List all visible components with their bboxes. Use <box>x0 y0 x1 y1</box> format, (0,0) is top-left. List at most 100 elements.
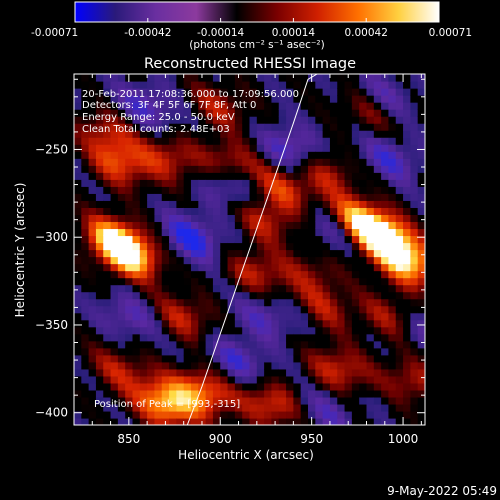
heatmap-cell <box>300 375 309 384</box>
heatmap-cell <box>286 102 294 110</box>
heatmap-cell <box>103 326 112 335</box>
heatmap-cell <box>139 158 148 166</box>
heatmap-cell <box>286 403 294 412</box>
heatmap-cell <box>234 270 243 279</box>
heatmap-cell <box>395 305 404 314</box>
heatmap-cell <box>205 137 214 145</box>
heatmap-cell <box>366 193 375 201</box>
heatmap-cell <box>344 319 353 328</box>
heatmap-cell <box>74 270 82 279</box>
heatmap-cell <box>308 375 316 384</box>
x-axis-label: Heliocentric X (arcsec) <box>178 448 314 462</box>
heatmap-cell <box>410 193 419 201</box>
heatmap-cell <box>351 403 360 412</box>
heatmap-cell <box>395 144 404 152</box>
heatmap-cell <box>81 417 90 425</box>
heatmap-cell <box>191 347 199 356</box>
heatmap-cell <box>351 221 360 230</box>
heatmap-cell <box>329 207 338 215</box>
heatmap-cell <box>403 375 411 384</box>
heatmap-cell <box>381 382 390 391</box>
heatmap-cell <box>125 116 134 124</box>
heatmap-cell <box>132 207 141 215</box>
heatmap-cell <box>381 326 390 335</box>
heatmap-cell <box>381 193 390 201</box>
heatmap-cell <box>344 354 353 363</box>
heatmap-cell <box>95 214 104 223</box>
heatmap-cell <box>403 109 411 117</box>
heatmap-cell <box>212 207 221 215</box>
heatmap-cell <box>88 410 97 419</box>
heatmap-cell <box>395 298 404 307</box>
heatmap-cell <box>95 144 104 152</box>
heatmap-cell <box>220 277 229 286</box>
heatmap-cell <box>359 277 368 286</box>
heatmap-cell <box>198 389 207 398</box>
heatmap-cell <box>373 249 382 258</box>
heatmap-cell <box>117 298 126 307</box>
heatmap-cell <box>139 249 148 258</box>
heatmap-cell <box>147 382 156 391</box>
heatmap-cell <box>227 179 236 187</box>
heatmap-cell <box>183 88 192 96</box>
heatmap-cell <box>81 116 90 124</box>
heatmap-cell <box>256 354 265 363</box>
heatmap-cell <box>191 214 199 223</box>
heatmap-cell <box>198 326 207 335</box>
heatmap-cell <box>366 95 375 103</box>
heatmap-cell <box>256 298 265 307</box>
heatmap-cell <box>117 333 126 342</box>
heatmap-cell <box>139 151 148 159</box>
heatmap-cell <box>344 200 353 208</box>
heatmap-cell <box>308 137 316 145</box>
heatmap-cell <box>191 144 199 152</box>
heatmap-cell <box>132 88 141 96</box>
y-tick-label: −300 <box>35 230 68 244</box>
heatmap-cell <box>366 256 375 265</box>
heatmap-cell <box>227 74 236 82</box>
heatmap-cell <box>322 214 331 223</box>
heatmap-cell <box>161 326 170 335</box>
heatmap-cell <box>176 228 185 237</box>
heatmap-cell <box>242 333 251 342</box>
heatmap-cell <box>198 270 207 279</box>
heatmap-cell <box>95 326 104 335</box>
heatmap-cell <box>81 361 90 370</box>
heatmap-cell <box>322 305 331 314</box>
heatmap-cell <box>95 242 104 251</box>
heatmap-cell <box>220 291 229 300</box>
heatmap-cell <box>154 389 163 398</box>
heatmap-cell <box>329 291 338 300</box>
heatmap-cell <box>183 172 192 180</box>
heatmap-cell <box>337 284 346 293</box>
heatmap-cell <box>234 375 243 384</box>
heatmap-cell <box>264 95 273 103</box>
heatmap-cell <box>308 200 316 208</box>
heatmap-cell <box>147 235 156 244</box>
heatmap-cell <box>161 200 170 208</box>
heatmap-cell <box>220 158 229 166</box>
heatmap-cell <box>212 347 221 356</box>
heatmap-cell <box>359 151 368 159</box>
heatmap-cell <box>176 396 185 405</box>
heatmap-cell <box>234 347 243 356</box>
heatmap-cell <box>373 172 382 180</box>
annotation-energy-range: Energy Range: 25.0 - 50.0 keV <box>82 112 235 123</box>
heatmap-cell <box>154 249 163 258</box>
heatmap-cell <box>198 291 207 300</box>
heatmap-cell <box>329 396 338 405</box>
heatmap-cell <box>81 95 90 103</box>
heatmap-cell <box>147 347 156 356</box>
heatmap-cell <box>300 263 309 272</box>
heatmap-cell <box>169 375 177 384</box>
heatmap-cell <box>315 200 324 208</box>
heatmap-cell <box>337 214 346 223</box>
heatmap-cell <box>373 403 382 412</box>
heatmap-cell <box>74 361 82 370</box>
heatmap-cell <box>103 137 112 145</box>
heatmap-cell <box>212 186 221 194</box>
heatmap-cell <box>169 340 177 349</box>
heatmap-cell <box>95 333 104 342</box>
heatmap-cell <box>176 361 185 370</box>
heatmap-cell <box>198 375 207 384</box>
